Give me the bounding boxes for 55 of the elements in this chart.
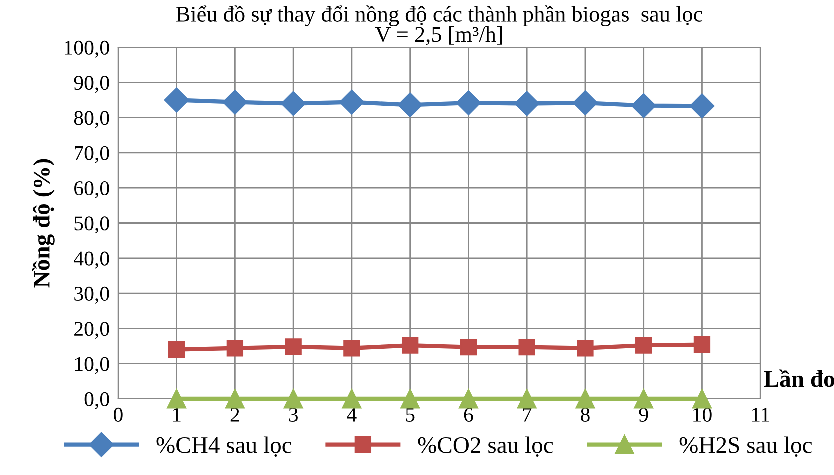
x-tick-label: 11 [752,408,770,422]
point [694,336,711,354]
point [460,338,478,356]
point [572,90,598,116]
x-tick-label: 9 [639,408,648,422]
point [514,91,540,116]
x-axis-title: Lần đo [764,370,834,388]
x-tick-label: 0 [114,408,123,422]
point [168,341,186,358]
y-tick-label: 60,0 [74,181,110,199]
y-tick-label: 40,0 [74,252,110,269]
legend-label: %CO2 sau lọc [418,436,554,457]
x-tick-label: 10 [694,408,712,422]
point [339,90,364,115]
point [690,94,715,119]
point [402,337,419,354]
point [222,90,248,115]
point [458,389,478,409]
point [636,337,652,354]
y-tick-label: 10,0 [75,357,110,374]
y-tick-label: 20,0 [74,322,110,340]
y-tick-label: 100,0 [65,40,110,58]
chart-title: Biểu đồ sự thay đổi nồng độ các thành phần biogas sau lọc V = 2,5 [m³/h] [176,6,703,46]
point [285,338,302,356]
point [284,389,304,409]
point [398,92,423,118]
y-axis-title: Nồng độ (%) [32,159,55,288]
point [344,340,360,357]
point [342,389,362,409]
y-tick-label: 50,0 [74,216,110,234]
point [576,389,596,409]
x-tick-label: 4 [347,408,357,422]
point [400,389,420,409]
y-tick-label: 30,0 [74,286,110,304]
x-tick-label: 8 [581,408,590,422]
point [692,389,712,409]
y-tick-label: 80,0 [74,111,110,128]
point [164,88,190,113]
point [631,93,656,118]
point [281,91,306,116]
point [577,340,594,357]
point [226,340,244,357]
point [518,338,536,356]
point [225,389,245,409]
legend-label: %H2S sau lọc [680,436,812,457]
point [634,389,654,409]
y-tick-label: 90,0 [74,76,110,94]
legend-label: %CH4 sau lọc [156,436,292,457]
point [517,389,537,409]
y-tick-label: 0,0 [84,392,110,410]
x-tick-label: 6 [464,408,474,422]
point [167,389,187,409]
x-tick-label: 1 [173,408,181,422]
y-tick-label: 70,0 [75,146,110,164]
point [456,90,482,116]
